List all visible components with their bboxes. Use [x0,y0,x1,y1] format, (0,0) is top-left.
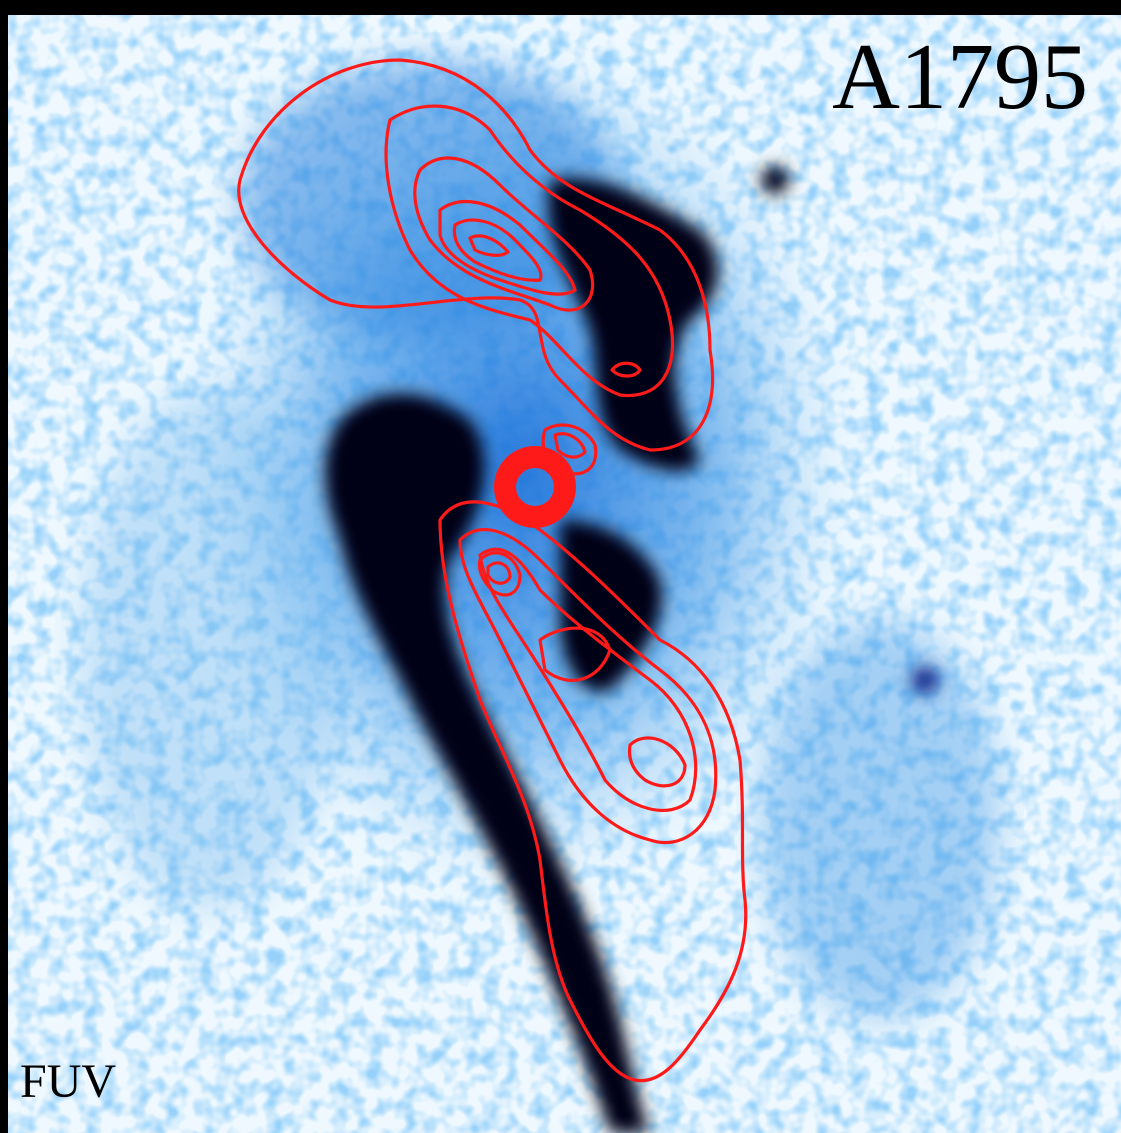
band-label: FUV [20,1055,116,1108]
image-panel: A1795 FUV [0,0,1121,1133]
cluster-name: A1795 [832,25,1088,129]
